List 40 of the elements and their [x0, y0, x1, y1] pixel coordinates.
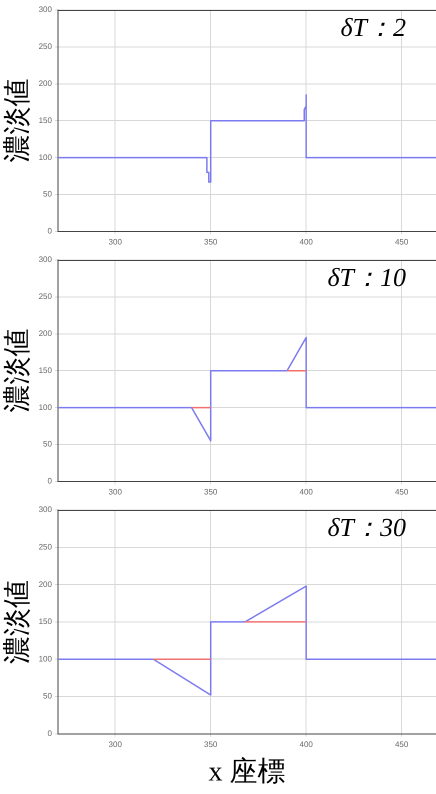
y-axis-title: 濃淡値 [2, 328, 34, 413]
y-tick-label: 50 [43, 692, 52, 701]
x-tick-label: 450 [394, 237, 409, 246]
x-tick-label: 400 [299, 487, 314, 496]
x-axis-title: x 座標 [208, 756, 286, 788]
y-tick-label: 250 [38, 542, 52, 552]
x-tick-label: 350 [204, 237, 218, 246]
x-tick-label: 350 [204, 740, 218, 749]
y-axis-title: 濃淡値 [2, 78, 34, 163]
annotation: δT：10 [327, 262, 406, 292]
y-tick-label: 0 [47, 476, 52, 486]
y-axis-title: 濃淡値 [2, 580, 34, 664]
y-tick-label: 200 [38, 79, 52, 88]
x-tick-label: 400 [299, 740, 314, 749]
y-tick-label: 150 [38, 366, 52, 375]
y-tick-label: 150 [38, 617, 52, 626]
y-tick-label: 300 [38, 255, 52, 264]
y-tick-label: 100 [38, 402, 52, 412]
x-tick-label: 400 [299, 237, 314, 246]
y-tick-label: 200 [38, 580, 52, 589]
x-tick-label: 450 [394, 487, 409, 496]
x-tick-label: 300 [108, 740, 122, 749]
y-tick-label: 0 [47, 226, 52, 236]
y-tick-label: 300 [38, 505, 52, 514]
y-tick-label: 250 [38, 292, 52, 302]
y-tick-label: 200 [38, 329, 52, 338]
y-tick-label: 50 [43, 440, 52, 449]
annotation: δT：30 [327, 512, 406, 542]
y-tick-label: 100 [38, 152, 52, 162]
y-tick-label: 0 [47, 729, 52, 738]
x-tick-label: 350 [204, 487, 218, 496]
y-tick-label: 250 [38, 42, 52, 52]
y-tick-label: 150 [38, 116, 52, 125]
y-tick-label: 50 [43, 190, 52, 199]
x-tick-label: 300 [108, 237, 122, 246]
y-tick-label: 300 [38, 5, 52, 14]
annotation: δT：2 [340, 12, 406, 42]
x-tick-label: 450 [394, 740, 409, 749]
x-tick-label: 300 [108, 487, 122, 496]
y-tick-label: 100 [38, 654, 52, 664]
